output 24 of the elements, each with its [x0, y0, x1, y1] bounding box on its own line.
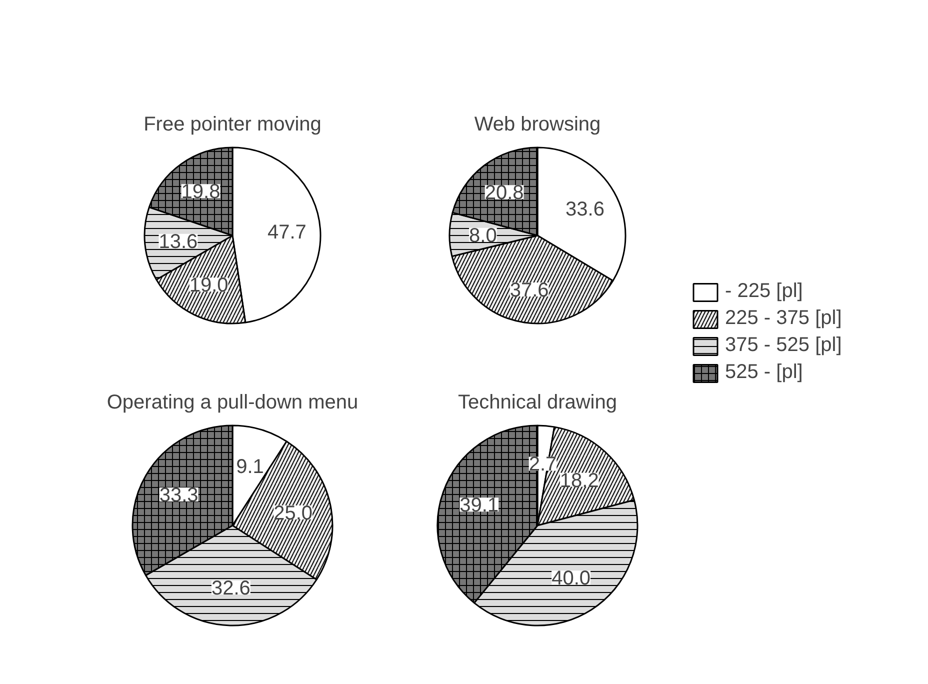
data-label: 37.6: [510, 279, 549, 302]
data-label: 2.7: [528, 454, 557, 476]
data-label: 32.6: [211, 577, 250, 600]
data-label: 33.6: [566, 198, 604, 221]
data-label: 19.8: [181, 181, 220, 204]
chart-title: Web browsing: [474, 114, 601, 136]
data-label: 19.0: [189, 274, 228, 297]
legend-label: - 225 [pl]: [725, 280, 803, 303]
legend-label: 375 - 525 [pl]: [725, 334, 842, 357]
legend-label: 225 - 375 [pl]: [725, 307, 842, 330]
data-label: 47.7: [267, 221, 306, 244]
data-label: 39.1: [460, 494, 499, 517]
data-label: 8.0: [469, 224, 497, 247]
data-label: 25.0: [274, 502, 313, 524]
data-label: 18.2: [560, 470, 599, 492]
data-label: 33.3: [159, 484, 198, 506]
data-label: 40.0: [552, 568, 591, 590]
chart-title: Operating a pull-down menu: [106, 392, 358, 414]
chart-title: Free pointer moving: [144, 114, 322, 136]
chart-title: Technical drawing: [458, 392, 617, 414]
data-label: 20.8: [484, 182, 524, 204]
legend-label: 525 - [pl]: [725, 361, 803, 384]
data-label: 13.6: [158, 230, 198, 253]
data-label: 9.1: [236, 456, 264, 478]
